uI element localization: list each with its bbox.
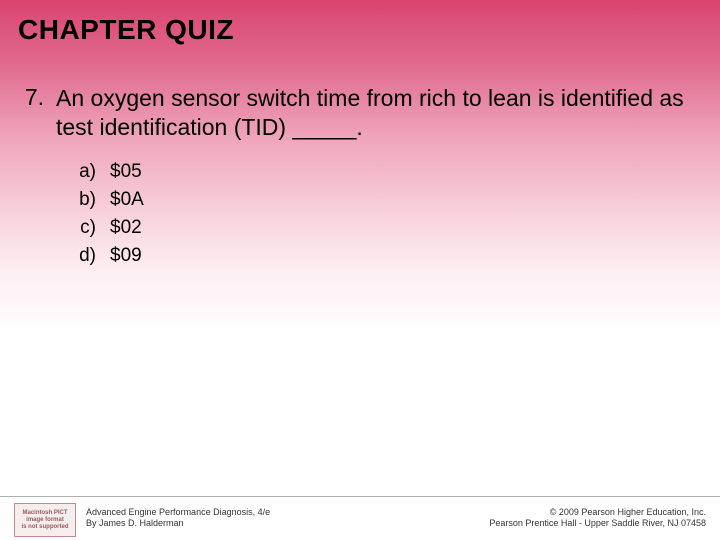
- option-text: $05: [110, 161, 142, 183]
- author: By James D. Halderman: [86, 518, 270, 529]
- options-list: a) $05 b) $0A c) $02 d) $09: [18, 143, 692, 267]
- question-block: 7. An oxygen sensor switch time from ric…: [0, 46, 720, 267]
- question-number: 7.: [18, 84, 44, 111]
- question-text: An oxygen sensor switch time from rich t…: [56, 84, 692, 143]
- footer: Macintosh PICT image format is not suppo…: [0, 496, 720, 540]
- option-label: c): [74, 217, 96, 239]
- icon-line: image format: [26, 517, 64, 523]
- missing-image-icon: Macintosh PICT image format is not suppo…: [14, 503, 76, 537]
- footer-left: Advanced Engine Performance Diagnosis, 4…: [86, 507, 270, 530]
- question-row: 7. An oxygen sensor switch time from ric…: [18, 84, 692, 143]
- option-text: $09: [110, 245, 142, 267]
- option-label: d): [74, 245, 96, 267]
- icon-line: is not supported: [22, 524, 69, 530]
- option-text: $02: [110, 217, 142, 239]
- copyright: © 2009 Pearson Higher Education, Inc.: [489, 507, 706, 518]
- option-text: $0A: [110, 189, 144, 211]
- option-d: d) $09: [74, 245, 692, 267]
- icon-line: Macintosh PICT: [22, 510, 67, 516]
- page-title: CHAPTER QUIZ: [0, 0, 720, 46]
- footer-rule: [0, 496, 720, 497]
- publisher: Pearson Prentice Hall - Upper Saddle Riv…: [489, 518, 706, 529]
- book-title: Advanced Engine Performance Diagnosis, 4…: [86, 507, 270, 518]
- option-label: a): [74, 161, 96, 183]
- footer-right: © 2009 Pearson Higher Education, Inc. Pe…: [489, 507, 706, 530]
- option-a: a) $05: [74, 161, 692, 183]
- option-label: b): [74, 189, 96, 211]
- option-b: b) $0A: [74, 189, 692, 211]
- option-c: c) $02: [74, 217, 692, 239]
